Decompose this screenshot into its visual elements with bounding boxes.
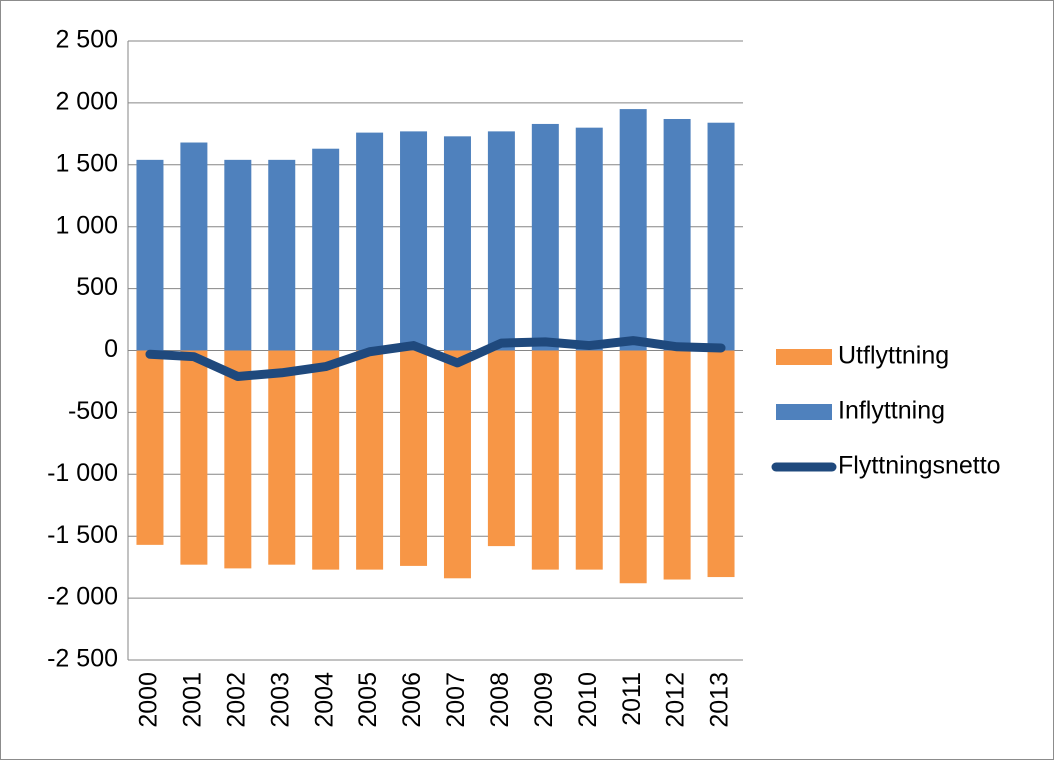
x-tick-label: 2008 (486, 672, 514, 728)
legend-label: Flyttningsnetto (838, 452, 1001, 480)
bar (136, 350, 164, 545)
x-tick-label: 2001 (179, 672, 207, 728)
y-tick-label: 0 (104, 335, 118, 363)
bar (443, 136, 471, 351)
bar (575, 350, 603, 570)
bar (312, 350, 340, 570)
y-tick-label: 2 500 (55, 26, 118, 54)
bar (487, 131, 515, 351)
bar (356, 350, 384, 570)
bar (575, 127, 603, 351)
bar (619, 350, 647, 584)
bar (180, 350, 208, 565)
bar (487, 350, 515, 547)
bar (707, 350, 735, 578)
x-tick-label: 2002 (222, 672, 250, 728)
x-tick-label: 2010 (574, 672, 602, 728)
x-tick-label: 2009 (530, 672, 558, 728)
legend-swatch (776, 349, 832, 365)
x-tick-label: 2011 (618, 672, 646, 726)
bar (224, 350, 252, 569)
x-tick-label: 2007 (442, 672, 470, 728)
bar (268, 159, 296, 351)
x-tick-label: 2012 (662, 672, 690, 728)
bar (356, 132, 384, 351)
x-tick-label: 2003 (266, 672, 294, 728)
x-tick-label: 2013 (706, 672, 734, 728)
bar (531, 350, 559, 570)
bar (180, 142, 208, 351)
x-tick-label: 2004 (310, 672, 338, 728)
bar (312, 148, 340, 351)
x-tick-label: 2005 (354, 672, 382, 728)
bar (268, 350, 296, 565)
x-tick-label: 2006 (398, 672, 426, 728)
bar (619, 109, 647, 351)
bar (136, 159, 164, 351)
y-tick-label: -1 000 (47, 459, 118, 487)
y-tick-label: -2 500 (47, 645, 118, 673)
bar (400, 350, 428, 566)
bar (400, 131, 428, 351)
y-tick-label: 500 (76, 273, 118, 301)
bar (663, 118, 691, 351)
y-tick-label: 1 500 (55, 149, 118, 177)
bar (663, 350, 691, 580)
y-tick-label: 1 000 (55, 211, 118, 239)
bar (707, 122, 735, 351)
legend-label: Utflyttning (838, 342, 949, 370)
bar (531, 123, 559, 351)
line (145, 336, 726, 381)
x-tick-label: 2000 (135, 672, 163, 728)
y-tick-label: -2 000 (47, 583, 118, 611)
y-tick-label: -1 500 (47, 521, 118, 549)
bar (443, 350, 471, 579)
y-tick-label: 2 000 (55, 88, 118, 116)
bar (224, 159, 252, 351)
legend-swatch (776, 404, 832, 420)
legend-label: Inflyttning (838, 397, 945, 425)
y-tick-label: -500 (68, 397, 118, 425)
